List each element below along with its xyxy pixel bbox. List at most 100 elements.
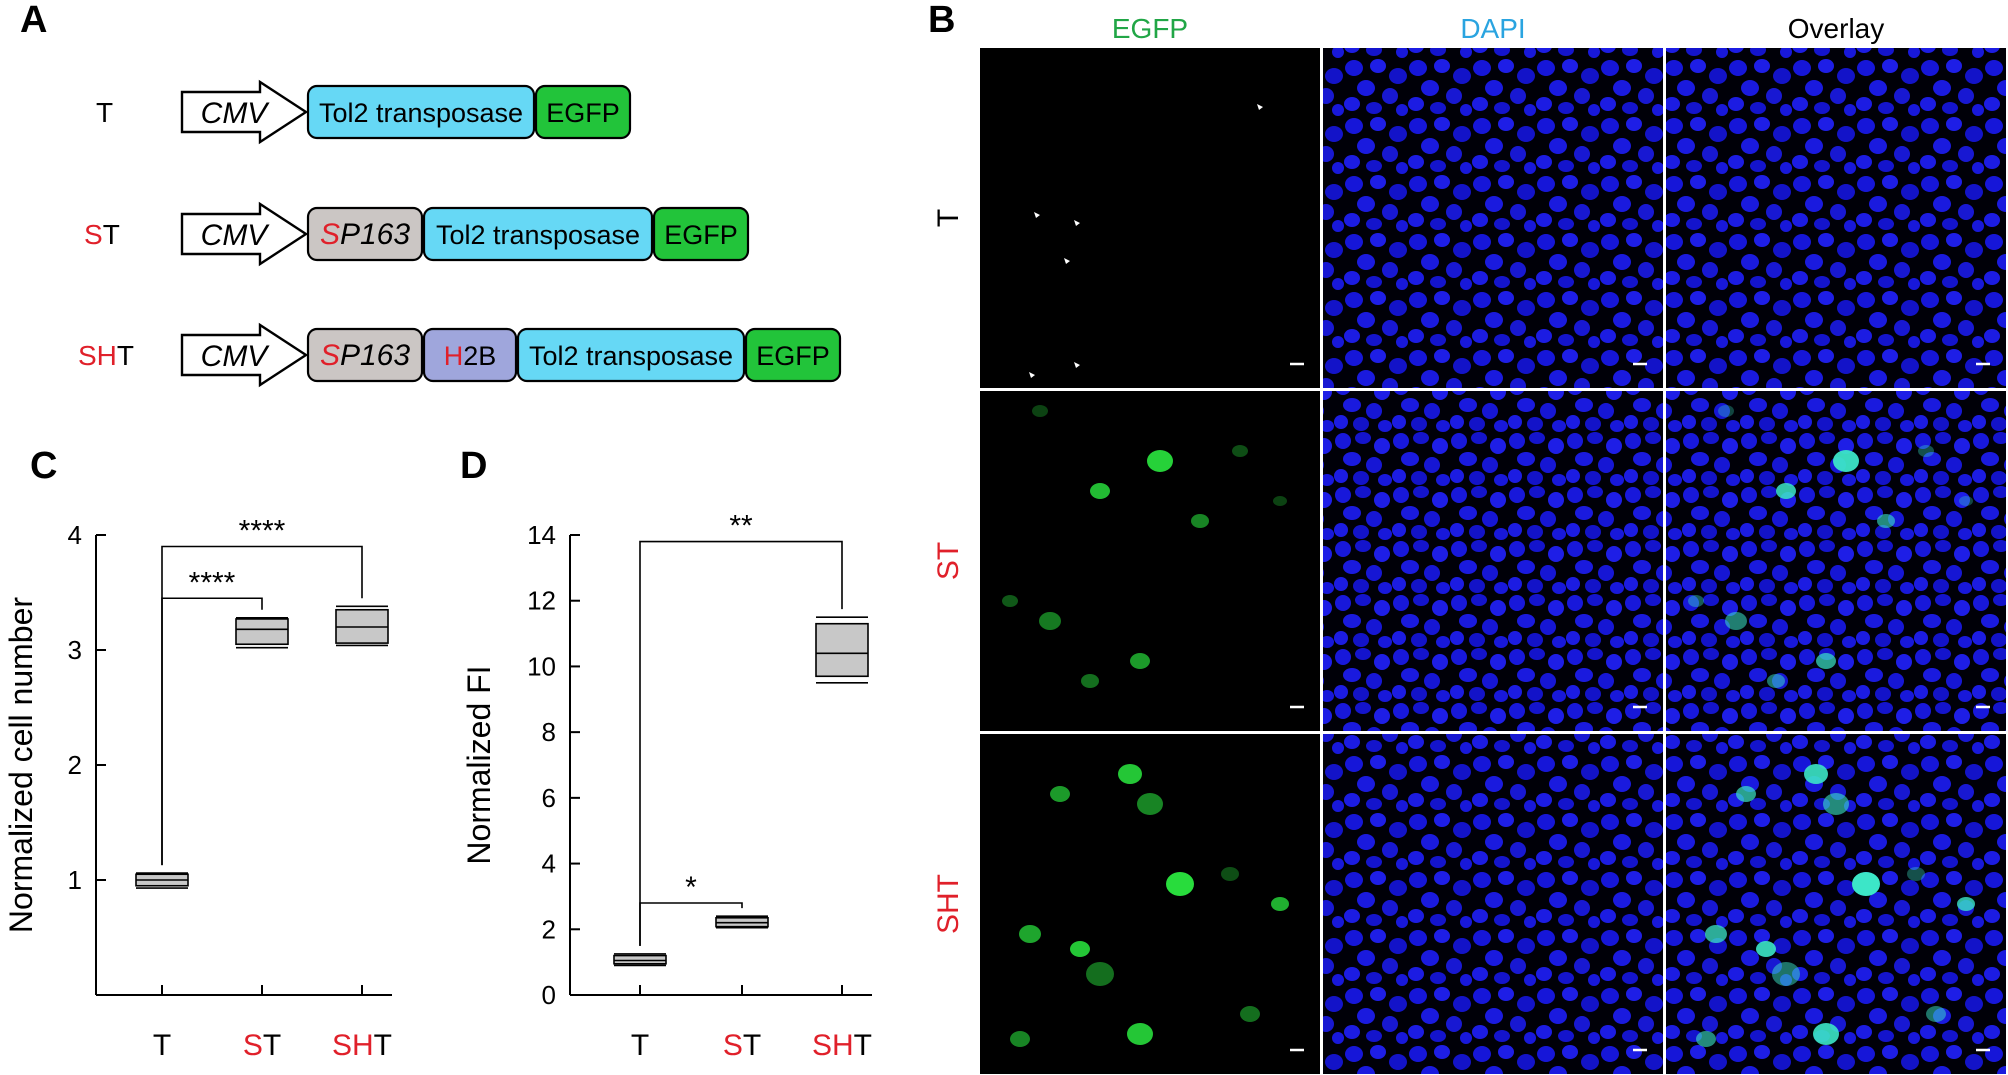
arrowhead-marker — [1074, 220, 1080, 226]
micrograph-column-title: DAPI — [1460, 13, 1525, 44]
egfp-cell — [1725, 612, 1747, 630]
y-tick-label: 2 — [68, 750, 82, 780]
y-tick-label: 10 — [527, 651, 556, 681]
egfp-cell — [1918, 445, 1934, 457]
egfp-cell — [1833, 450, 1859, 472]
box — [235, 618, 289, 646]
micrograph-row-label: T — [932, 209, 965, 227]
tol2-segment — [516, 327, 746, 383]
egfp-cell — [1688, 595, 1704, 607]
x-category-label: T — [153, 1029, 171, 1062]
egfp-segment — [652, 206, 750, 262]
h2b-segment — [422, 327, 518, 383]
y-tick-label: 6 — [542, 783, 556, 813]
micrograph-panel — [1666, 734, 2006, 1074]
significance-stars: ** — [729, 510, 753, 543]
egfp-cell — [1118, 764, 1142, 784]
micrograph-row-label: SHT — [932, 874, 965, 934]
micrograph-panel — [1666, 48, 2006, 388]
panel-letter-b: B — [928, 0, 955, 41]
egfp-cell — [1852, 872, 1880, 896]
egfp-cell — [1907, 867, 1925, 881]
egfp-cell — [1705, 925, 1727, 943]
egfp-cell — [1813, 1023, 1839, 1045]
sp163-label: SP163 — [320, 339, 410, 372]
panel-letter-c: C — [30, 445, 57, 487]
cmv-label: CMV — [201, 97, 271, 130]
arrowhead-marker — [1064, 258, 1070, 264]
egfp-segment — [534, 84, 632, 140]
significance-stars: **** — [189, 566, 236, 599]
arrowhead-marker — [1034, 212, 1040, 218]
micrograph-panel — [980, 48, 1320, 388]
construct-label: ST — [84, 219, 120, 250]
egfp-cell — [1959, 496, 1973, 506]
egfp-cell — [1232, 445, 1248, 457]
y-tick-label: 12 — [527, 586, 556, 616]
egfp-label: EGFP — [664, 220, 738, 250]
cmv-label: CMV — [201, 340, 271, 373]
construct-label: T — [96, 97, 113, 128]
tol2-label: Tol2 transposase — [319, 98, 523, 128]
cmv-promoter-arrow — [180, 201, 309, 267]
x-category-label: ST — [723, 1029, 761, 1062]
tol2-segment — [306, 84, 536, 140]
cmv-promoter-arrow — [180, 322, 309, 388]
micrograph-panel — [980, 391, 1320, 731]
significance-stars: **** — [239, 515, 286, 548]
x-category-label: ST — [243, 1029, 281, 1062]
egfp-cell — [1039, 612, 1061, 630]
panel-letter-d: D — [460, 445, 487, 487]
egfp-cell — [1823, 793, 1849, 815]
micrograph-column-title: Overlay — [1788, 13, 1884, 44]
egfp-cell — [1137, 793, 1163, 815]
egfp-cell — [1002, 595, 1018, 607]
y-tick-label: 3 — [68, 635, 82, 665]
egfp-segment — [744, 327, 842, 383]
egfp-cell — [1147, 450, 1173, 472]
arrowhead-marker — [1029, 372, 1035, 378]
box — [613, 954, 667, 965]
micrograph-panel — [1323, 391, 1663, 731]
construct-diagrams: T CMV Tol2 transposase EGFP ST CMV SP163 Tol2 t… — [78, 79, 842, 388]
egfp-cell — [1718, 405, 1734, 417]
egfp-label: EGFP — [756, 341, 830, 371]
tol2-label: Tol2 transposase — [436, 220, 640, 250]
egfp-cell — [1086, 962, 1114, 986]
micrograph-panel — [1323, 48, 1663, 388]
y-tick-label: 4 — [542, 849, 556, 879]
egfp-cell — [1010, 1031, 1030, 1047]
egfp-cell — [1166, 872, 1194, 896]
significance-stars: * — [685, 871, 697, 904]
egfp-cell — [1050, 786, 1070, 802]
sp163-segment — [306, 327, 424, 383]
egfp-cell — [1127, 1023, 1153, 1045]
egfp-cell — [1877, 514, 1895, 528]
significance-bracket — [161, 545, 363, 866]
cmv-promoter-arrow — [180, 79, 309, 145]
egfp-cell — [1804, 764, 1828, 784]
egfp-cell — [1271, 897, 1289, 911]
egfp-cell — [1070, 941, 1090, 957]
y-axis-title: Normalized cell number — [3, 597, 39, 933]
micrograph-panel — [1323, 734, 1663, 1074]
sp163-segment — [306, 206, 424, 262]
x-category-label: SHT — [812, 1029, 872, 1062]
chart-c-cell-number: 1 2 3 4 Normalized cell number T ST SHT ******** — [3, 515, 392, 1063]
egfp-cell — [1696, 1031, 1716, 1047]
panel-letter-a: A — [20, 0, 47, 41]
y-tick-label: 1 — [68, 865, 82, 895]
egfp-cell — [1767, 674, 1785, 688]
x-category-label: T — [631, 1029, 649, 1062]
egfp-cell — [1081, 674, 1099, 688]
h2b-label: H2B — [444, 341, 497, 371]
egfp-cell — [1273, 496, 1287, 506]
micrograph-column-title: EGFP — [1112, 13, 1188, 44]
x-category-label: SHT — [332, 1029, 392, 1062]
egfp-cell — [1240, 1006, 1260, 1022]
egfp-cell — [1090, 483, 1110, 499]
tol2-label: Tol2 transposase — [529, 341, 733, 371]
egfp-cell — [1019, 925, 1041, 943]
